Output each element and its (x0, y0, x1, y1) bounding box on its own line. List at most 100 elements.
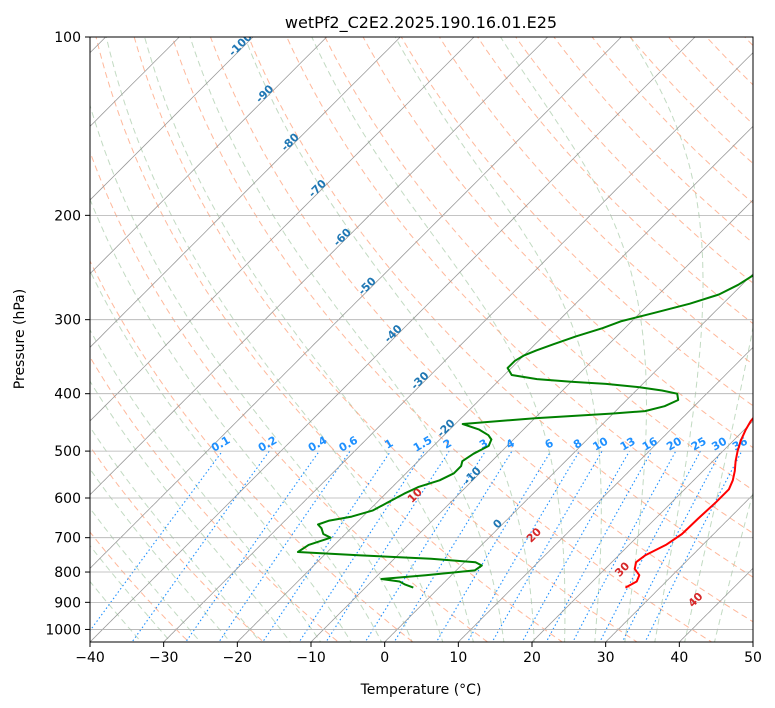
moist-adiabat-label: 20 (524, 525, 544, 545)
dry-adiabat-line (248, 37, 753, 578)
dry-adiabat-line (90, 356, 340, 642)
isotherm-line (90, 37, 475, 422)
moist-adiabat-line (90, 580, 142, 642)
x-tick-label: 10 (449, 650, 467, 666)
plot-frame (89, 36, 754, 643)
dry-adiabat-line (629, 37, 753, 165)
dry-adiabat-line (744, 37, 753, 47)
y-tick-label: 500 (54, 444, 81, 460)
isotherm-line (90, 37, 549, 496)
y-axis: 100 200 300 400 500 600 700 800 900 1000 (45, 30, 90, 638)
mixing-ratio-line (621, 450, 722, 642)
dry-adiabat-line (705, 37, 753, 86)
mixing-ratio-line (644, 450, 743, 642)
y-tick-label: 300 (54, 313, 81, 329)
plot-area: 0.1 0.2 0.4 0.6 1 1.5 2 3 4 6 8 10 13 16 20 25 30 36-100-… (90, 24, 775, 654)
dry-adiabat-line (90, 445, 265, 642)
isotherm-label: -40 (382, 322, 405, 345)
mixing-ratio-label: 16 (640, 434, 660, 453)
isotherm-line (752, 641, 753, 642)
x-tick-label: −30 (149, 650, 179, 666)
y-tick-label: 900 (54, 595, 81, 611)
isotherms (90, 37, 753, 642)
dry-adiabat-line (90, 259, 414, 642)
moist-adiabat-line (90, 426, 261, 642)
chart-title: wetPf2_C2E2.2025.190.16.01.E25 (285, 13, 557, 33)
isotherm-line (310, 199, 753, 642)
x-axis-label: Temperature (°C) (360, 682, 482, 698)
moist-adiabat-label: 30 (612, 559, 632, 579)
moist-adiabats (90, 37, 753, 642)
dry-adiabat-line (770, 24, 775, 654)
mixing-ratio-line (466, 450, 580, 642)
dry-adiabat-line (171, 37, 713, 642)
x-tick-label: 40 (670, 650, 688, 666)
temperature-line (624, 416, 753, 589)
x-tick-label: −20 (223, 650, 253, 666)
y-tick-label: 200 (54, 208, 81, 224)
x-tick-label: −40 (75, 650, 105, 666)
dry-adiabat-line (95, 37, 564, 642)
isotherm-line (384, 273, 753, 642)
moist-adiabat-line (629, 37, 704, 642)
moist-adiabat-line (244, 37, 535, 642)
y-tick-label: 600 (54, 491, 81, 507)
moist-adiabat-line (144, 37, 474, 642)
moist-adiabat-label: 40 (686, 590, 706, 610)
mixing-ratio-line (435, 450, 552, 642)
y-tick-label: 100 (54, 30, 81, 46)
moist-adiabat-line (394, 37, 602, 642)
mixing-ratio-label: 10 (591, 434, 611, 453)
isotherm-label: -50 (356, 274, 379, 297)
dry-adiabat-line (209, 37, 753, 623)
dry-adiabat-line (90, 531, 190, 642)
isotherm-line (90, 37, 180, 127)
moist-adiabat-line (90, 328, 322, 642)
dry-adiabat-line (591, 37, 753, 204)
y-tick-label: 700 (54, 531, 81, 547)
dry-adiabat-line (286, 37, 753, 534)
isotherm-label: -70 (306, 177, 329, 200)
moist-adiabat-line (500, 37, 647, 642)
isotherm-line (90, 37, 328, 275)
x-tick-label: −10 (296, 650, 326, 666)
isotherm-line (90, 37, 696, 642)
y-tick-label: 800 (54, 565, 81, 581)
mixing-ratio-line (325, 450, 450, 642)
mixing-ratio-lines (90, 450, 743, 642)
x-tick-label: 20 (523, 650, 541, 666)
moist-adiabat-line (90, 468, 231, 642)
dry-adiabat-line (667, 37, 753, 125)
moist-adiabat-line (311, 37, 566, 642)
dry-adiabat-line (477, 37, 753, 325)
moist-adiabat-line (105, 37, 444, 642)
x-tick-label: 0 (380, 650, 389, 666)
isotherm-line (90, 37, 401, 348)
mixing-ratio-line (131, 450, 270, 642)
x-tick-label: 30 (597, 650, 615, 666)
dry-adiabat-line (400, 37, 753, 407)
mixing-ratio-label: 4 (504, 436, 517, 451)
pressure-gridlines (90, 37, 753, 630)
mixing-ratio-line (393, 450, 513, 642)
moist-adiabat-line (684, 324, 753, 642)
dewpoint-line (296, 274, 753, 589)
isotherm-line (531, 420, 753, 642)
isotherm-line (605, 494, 753, 642)
moist-adiabat-line (90, 380, 291, 642)
isotherm-line (90, 37, 622, 569)
mixing-ratio-label: 13 (618, 435, 638, 454)
moist-adiabat-line (90, 507, 202, 642)
dry-adiabat-line (553, 37, 753, 244)
y-axis-label: Pressure (hPa) (12, 289, 28, 389)
x-axis: −40 −30 −20 −10 0 10 20 30 40 50 (75, 642, 762, 666)
isotherm-line (678, 567, 753, 642)
mixing-ratio-label: 20 (664, 434, 684, 453)
isotherm-label: -80 (279, 130, 302, 153)
y-tick-label: 400 (54, 387, 81, 403)
isotherm-line (457, 346, 753, 642)
dry-adiabat-line (133, 37, 638, 642)
isotherm-label: -60 (331, 226, 354, 249)
isotherm-label: -20 (434, 416, 457, 439)
